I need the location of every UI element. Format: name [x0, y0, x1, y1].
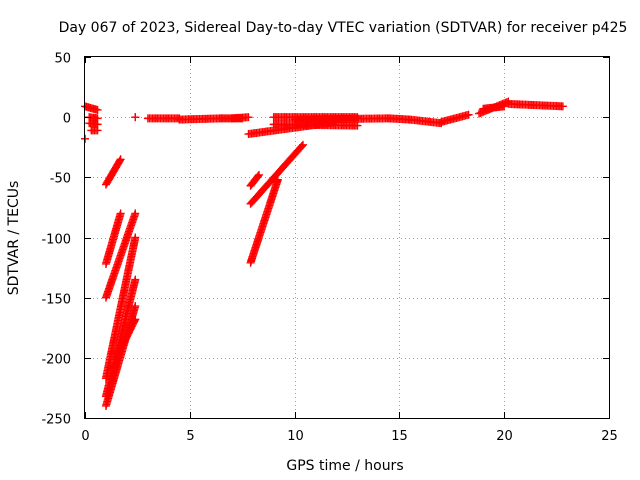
- data-point: [254, 172, 263, 181]
- data-point: [298, 140, 307, 149]
- y-tick-label: -200: [41, 353, 71, 368]
- data-point: [500, 102, 509, 111]
- data-point: [131, 315, 140, 324]
- data-point: [116, 209, 125, 218]
- y-tick-label: 50: [54, 52, 71, 67]
- data-point: [558, 102, 567, 111]
- series-recovery-e: [246, 175, 282, 267]
- x-tick-label: 25: [601, 429, 618, 444]
- data-point: [131, 209, 140, 218]
- data-point: [93, 105, 102, 114]
- x-tick-label: 10: [287, 429, 304, 444]
- y-axis-label: SDTVAR / TECUs: [6, 181, 22, 296]
- data-point: [254, 170, 263, 179]
- series-baseline-f: [437, 110, 473, 126]
- y-tick-label: -250: [41, 413, 71, 428]
- data-point: [93, 126, 102, 135]
- data-point: [116, 155, 125, 164]
- y-tick-label: -100: [41, 233, 71, 248]
- x-tick-label: 0: [81, 429, 89, 444]
- plot-frame: [84, 56, 610, 419]
- data-point: [131, 302, 140, 311]
- axis-ticks: 0 5 10 15 20 25 50 0 -50 -100 -150 -200 -250: [41, 52, 617, 445]
- data-series: [81, 97, 567, 410]
- y-tick-label: -50: [50, 172, 71, 187]
- series-arc-start-1: [81, 102, 102, 114]
- series-drop-b: [101, 209, 125, 268]
- x-tick-label: 5: [186, 429, 194, 444]
- data-point: [244, 113, 253, 122]
- series-drop-d: [101, 233, 140, 383]
- series-rise-b: [479, 102, 509, 113]
- x-axis-label: GPS time / hours: [286, 458, 403, 474]
- y-tick-label: 0: [63, 112, 71, 127]
- data-point: [273, 175, 282, 184]
- x-tick-label: 20: [496, 429, 513, 444]
- series-drop-g: [112, 315, 140, 362]
- y-tick-label: -150: [41, 293, 71, 308]
- series-recovery-c: [246, 170, 263, 190]
- series-drop-c: [101, 209, 140, 302]
- data-point: [464, 110, 473, 119]
- data-point: [353, 121, 362, 130]
- series-baseline-b: [227, 113, 253, 123]
- grid: [85, 57, 609, 418]
- series-arc-start-4: [87, 126, 102, 135]
- data-point: [297, 142, 306, 151]
- data-point: [131, 233, 140, 242]
- x-tick-label: 15: [391, 429, 408, 444]
- data-point: [131, 275, 140, 284]
- chart-title: Day 067 of 2023, Sidereal Day-to-day VTE…: [59, 20, 628, 36]
- data-point: [115, 156, 124, 165]
- data-point: [131, 113, 140, 122]
- series-recovery-b: [269, 120, 362, 130]
- series-tail: [504, 99, 567, 111]
- series-drop-a: [101, 155, 125, 189]
